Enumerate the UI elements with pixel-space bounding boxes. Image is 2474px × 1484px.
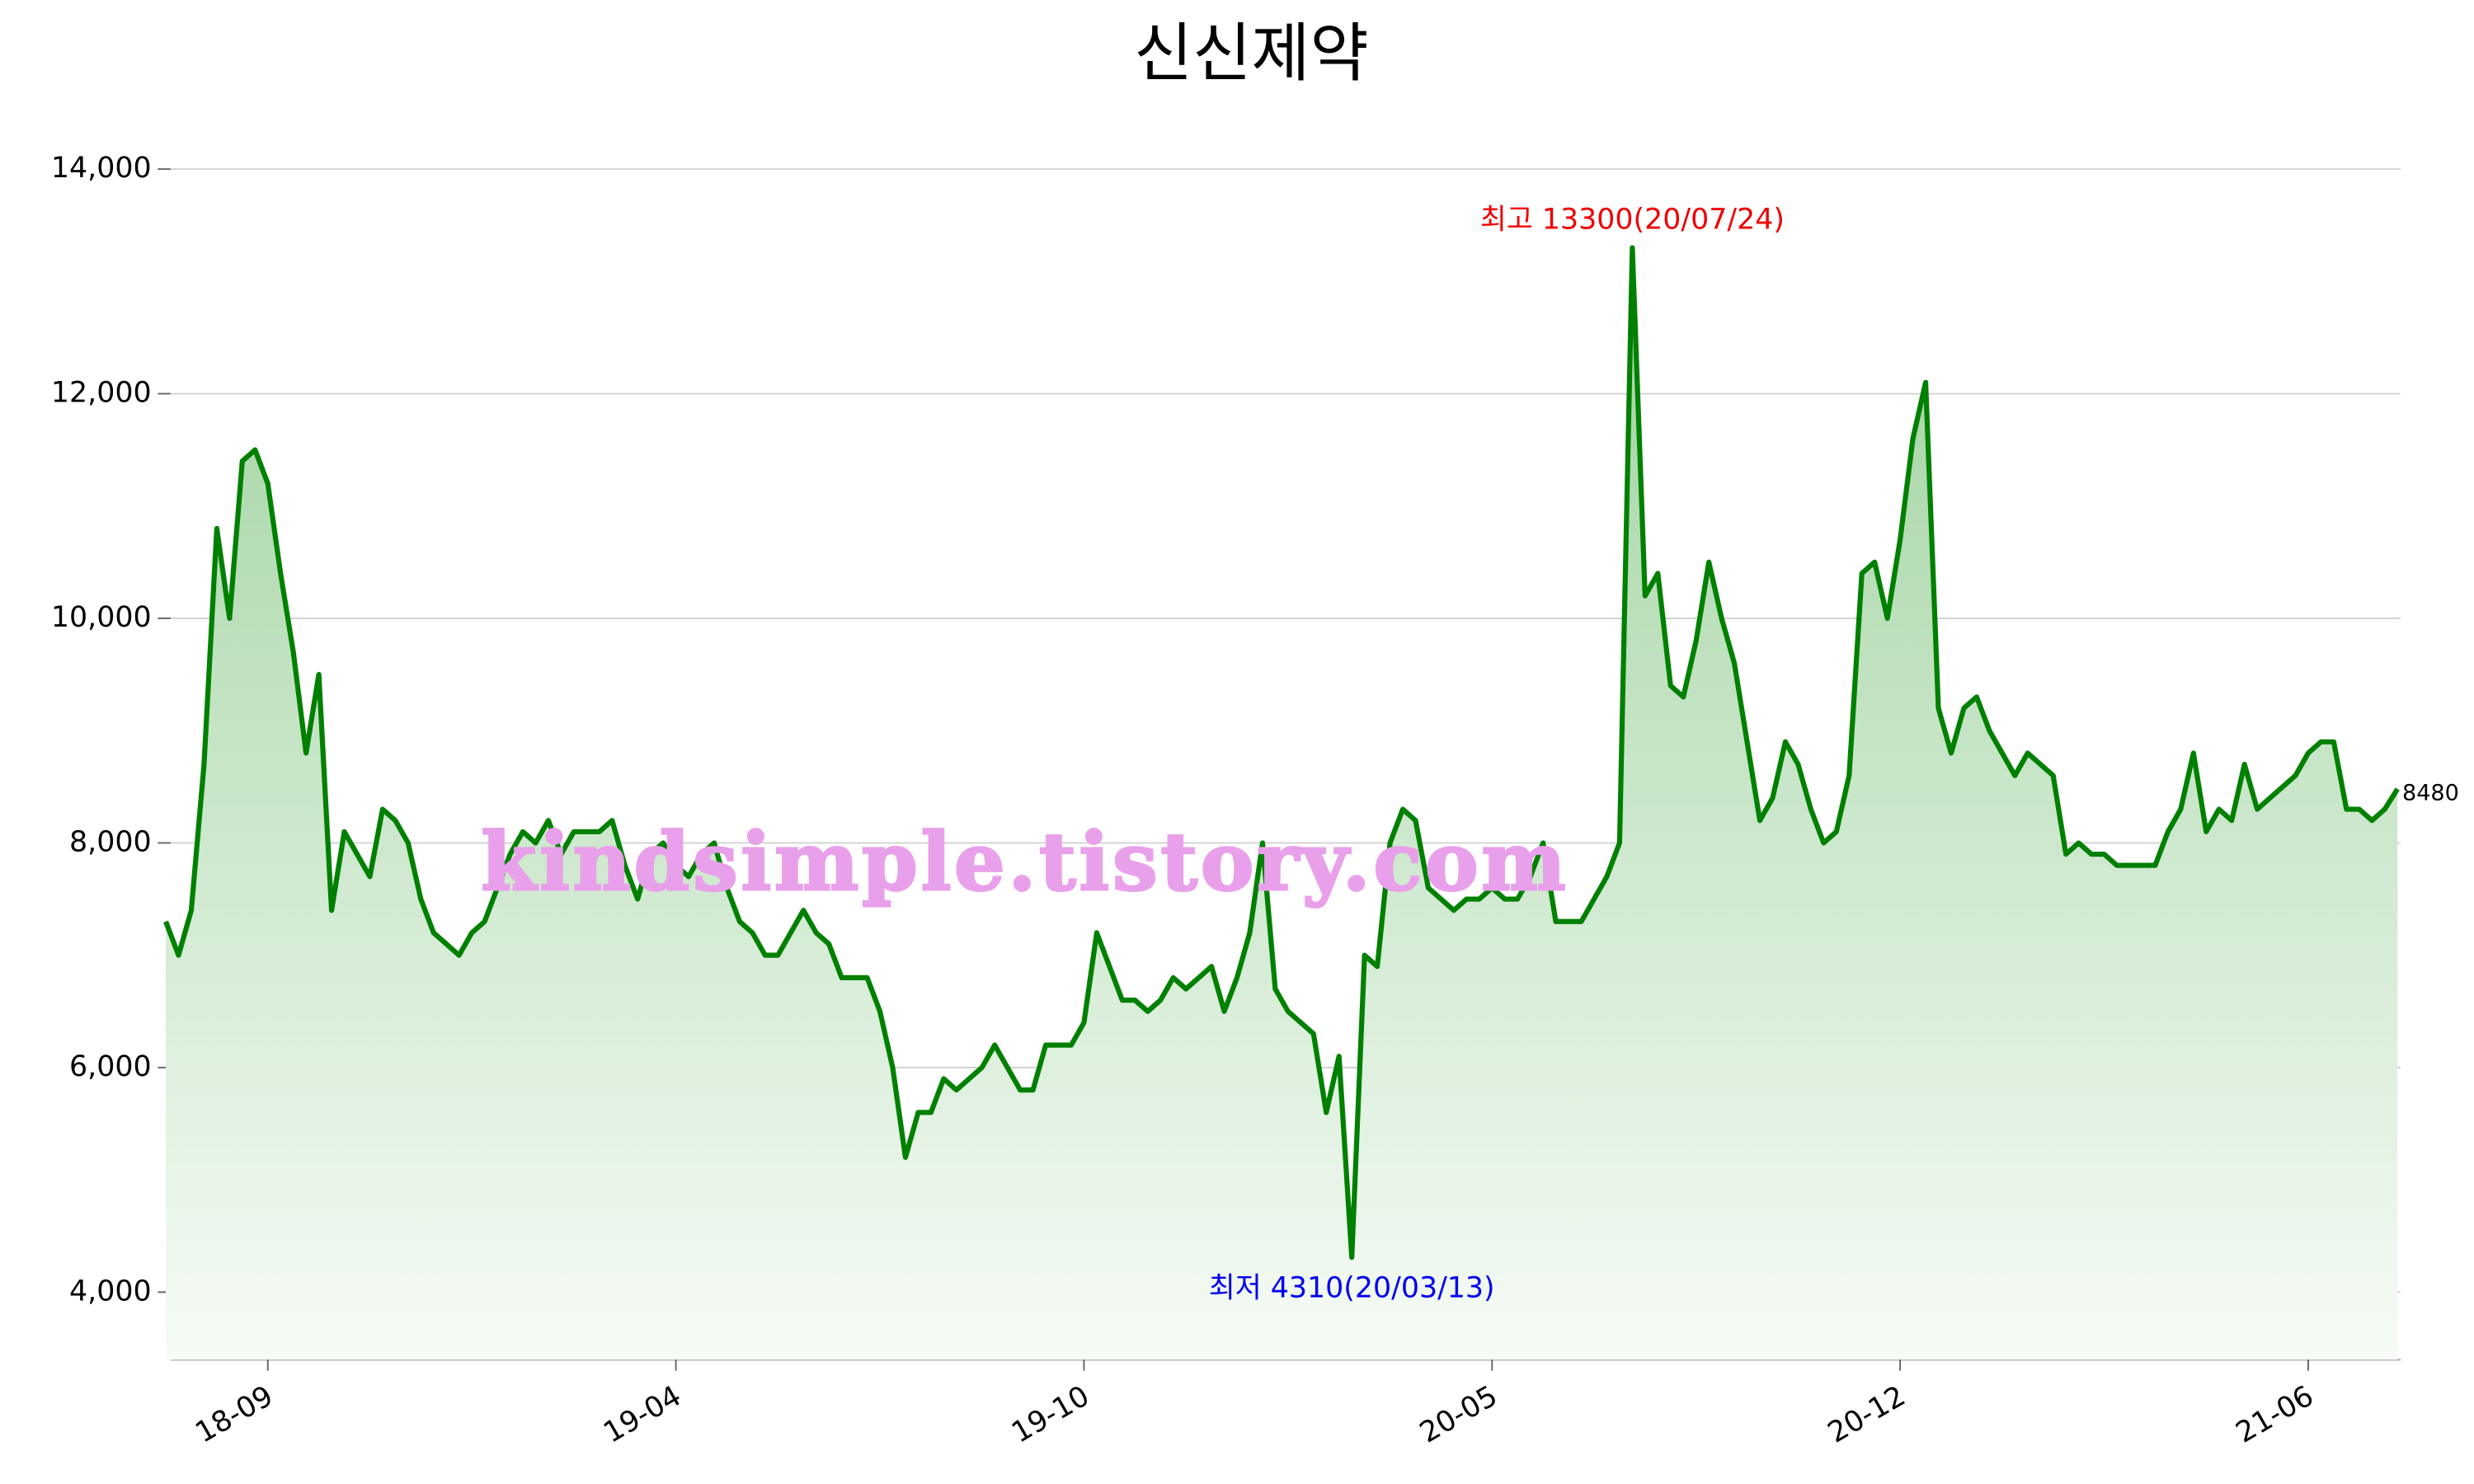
x-tick-label: 20-05 <box>1414 1379 1503 1449</box>
annotation: 최저 4310(20/03/13) <box>1209 1272 1495 1305</box>
line <box>163 245 2400 1261</box>
y-tick-label: 12,000 <box>51 377 152 410</box>
y-tick-label: 14,000 <box>51 152 152 185</box>
y-tick-label: 8,000 <box>69 825 152 858</box>
chart-title: 신신제약 <box>1134 16 1368 91</box>
last-value-label: 8480 <box>2402 780 2459 805</box>
watermark: kindsimple.tistory.com <box>481 815 1569 909</box>
x-tick-label: 21-06 <box>2231 1379 2320 1449</box>
x-tick-label: 19-10 <box>1006 1379 1095 1449</box>
x-tick-label: 18-09 <box>190 1379 280 1449</box>
annotation: 최고 13300(20/07/24) <box>1480 204 1785 237</box>
x-tick-label: 20-12 <box>1823 1379 1912 1449</box>
x-tick-label: 19-04 <box>598 1379 687 1449</box>
y-tick-label: 6,000 <box>69 1050 152 1083</box>
y-tick-label: 10,000 <box>51 601 152 634</box>
area-fill <box>166 247 2398 1360</box>
y-tick-label: 4,000 <box>69 1275 152 1308</box>
